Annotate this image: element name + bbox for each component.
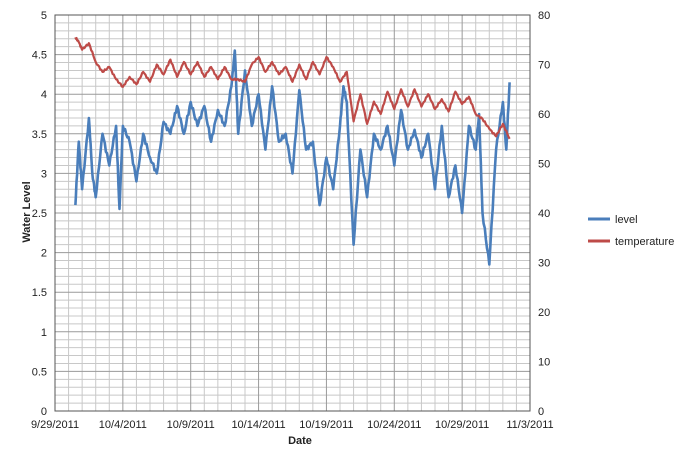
y2-tick-label: 40	[538, 208, 550, 220]
x-tick-label: 10/29/2011	[435, 419, 489, 431]
y2-tick-label: 80	[538, 10, 550, 22]
y-tick-label: 2.5	[32, 208, 47, 220]
y2-axis-ticks: 0 10 20 30 40 50 60 70 80	[538, 10, 550, 418]
x-axis-title: Date	[288, 435, 312, 447]
x-tick-label: 10/14/2011	[231, 419, 285, 431]
legend-label-temperature: temperature	[615, 236, 674, 248]
x-tick-label: 10/4/2011	[99, 419, 147, 431]
x-tick-label: 10/24/2011	[367, 419, 421, 431]
y-tick-label: 3.5	[32, 129, 47, 141]
y-tick-label: 0.5	[32, 366, 47, 378]
y2-tick-label: 50	[538, 159, 550, 171]
y2-tick-label: 60	[538, 109, 550, 121]
y-tick-label: 1	[41, 327, 47, 339]
series-line-level	[74, 49, 511, 266]
y-axis-title: Water Level	[21, 181, 33, 242]
x-tick-label: 10/9/2011	[167, 419, 215, 431]
y2-tick-label: 0	[538, 406, 544, 418]
legend: level temperature	[588, 214, 674, 248]
y2-tick-label: 10	[538, 357, 550, 369]
y-tick-label: 4	[41, 89, 47, 101]
series-layer	[74, 36, 511, 266]
y-tick-label: 4.5	[32, 50, 47, 62]
y-tick-label: 0	[41, 406, 47, 418]
y2-tick-label: 20	[538, 307, 550, 319]
x-tick-label: 11/3/2011	[506, 419, 553, 431]
y2-tick-label: 70	[538, 60, 550, 72]
plot-area-border	[54, 14, 531, 412]
legend-label-level: level	[615, 214, 638, 226]
y-axis-ticks: 0 0.5 1 1.5 2 2.5 3 3.5 4 4.5 5	[32, 10, 47, 418]
x-tick-label: 9/29/2011	[31, 419, 79, 431]
major-gridlines	[54, 14, 531, 412]
x-axis-ticks: 9/29/2011 10/4/2011 10/9/2011 10/14/2011 10/…	[31, 419, 554, 431]
y-tick-label: 2	[41, 248, 47, 260]
y2-tick-label: 30	[538, 258, 550, 270]
x-tick-label: 10/19/2011	[299, 419, 353, 431]
series-line-temperature	[74, 36, 511, 140]
y-tick-label: 1.5	[32, 287, 47, 299]
y-tick-label: 3	[41, 168, 47, 180]
y-tick-label: 5	[41, 10, 47, 22]
